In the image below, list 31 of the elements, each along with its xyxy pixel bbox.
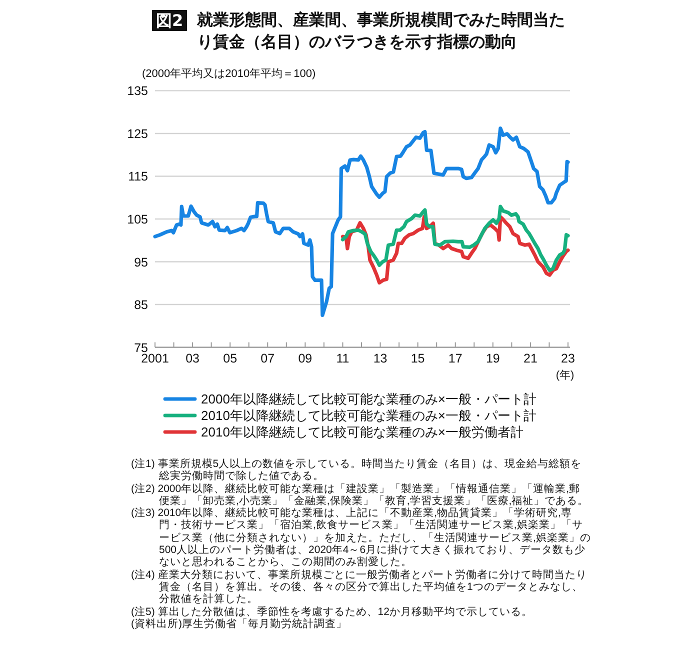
line-series bbox=[153, 126, 570, 318]
y-tick-label: 135 bbox=[127, 84, 148, 98]
legend-label: 2010年以降継続して比較可能な業種のみ×一般労働者計 bbox=[201, 424, 524, 440]
x-tick-label: 23 bbox=[561, 351, 575, 366]
y-tick-label: 105 bbox=[127, 212, 148, 226]
x-tick-label: 07 bbox=[260, 351, 275, 366]
chart-title: 図2 就業形態間、産業間、事業所規模間でみた時間当たり賃金（名目）のバラつきを示す指標の動向 bbox=[155, 9, 566, 53]
legend-label: 2000年以降継続して比較可能な業種のみ×一般・パート計 bbox=[201, 392, 537, 407]
line-series bbox=[340, 204, 570, 272]
x-tick-label: 05 bbox=[223, 351, 238, 366]
x-tick-label: 03 bbox=[186, 351, 200, 366]
y-tick-label: 95 bbox=[134, 255, 148, 270]
x-tick-label: 19 bbox=[486, 351, 500, 366]
text: (注3) 2010年以降、継続比較可能な業種は、上記に「不動産業,物品賃貸業」「学術研究,専門・技術サービス業」「宿泊業,飲食サービス業」「生活関連サービス業,娯楽業」「サービス業（他に分類されない）」を加えた。ただし、「生活関連サービス業,娯楽業」の500人以上のパート労働者は、2020年4～6月に掛けて大きく振れており、データ数も少ないと思われることから、この期間のみ割愛した。 bbox=[131, 507, 591, 569]
legend-label: 2010年以降継続して比較可能な業種のみ×一般・パート計 bbox=[201, 408, 537, 424]
y-tick-label: 85 bbox=[134, 298, 148, 312]
y-tick-label: 115 bbox=[128, 170, 148, 184]
x-tick-label: 21 bbox=[524, 351, 538, 366]
x-tick-label: 17 bbox=[448, 351, 462, 366]
y-axis-title: (2000年平均又は2010年平均＝100) bbox=[142, 68, 316, 80]
text: (注4) 産業大分類において、事業所規模ごとに一般労働者とパート労働者に分けて時間当たり賃金（名目）を算出。その後、各々の区分で算出した平均値を1つのデータとみなし、分散値を計算した。 bbox=[131, 568, 588, 606]
y-tick-label: 125 bbox=[127, 126, 148, 141]
text: (注2) 2000年以降、継続比較可能な業種は「建設業」「製造業」「情報通信業」「運輸業,郵便業」「卸売業,小売業」「金融業,保険業」「教育,学習支援業」「医療,福祉」である。 bbox=[131, 482, 590, 507]
x-tick-label: 11 bbox=[336, 351, 350, 366]
text: (資料出所)厚生労働省「毎月勤労統計調査」 bbox=[131, 618, 348, 630]
x-tick-label: 15 bbox=[410, 351, 425, 366]
x-tick-label: 09 bbox=[298, 351, 312, 366]
text: (注5) 算出した分散値は、季節性を考慮するため、12か月移動平均で示している。 bbox=[131, 606, 534, 618]
x-axis-title: (年) bbox=[556, 369, 574, 382]
x-tick-label: 13 bbox=[373, 351, 388, 366]
text: (注1) 事業所規模5人以上の数値を示している。時間当たり賃金（名目）は、現金給与総額を総実労働時間で除した値である。 bbox=[131, 458, 583, 483]
